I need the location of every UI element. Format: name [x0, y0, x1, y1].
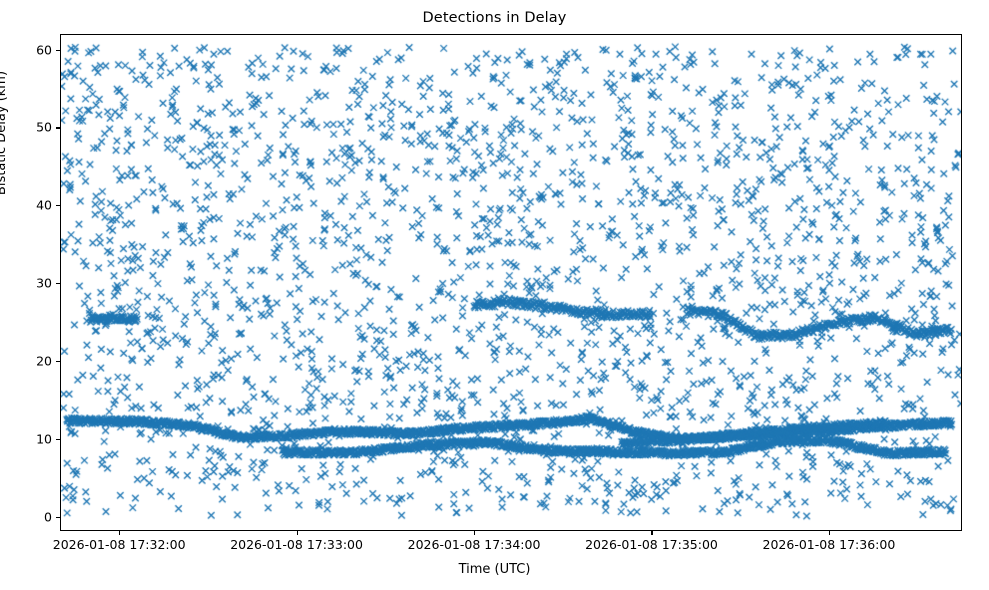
y-tick-mark [56, 439, 60, 441]
y-tick-label: 10 [36, 431, 52, 447]
x-tick-label: 2026-01-08 17:33:00 [230, 537, 363, 552]
y-tick-mark [56, 205, 60, 207]
x-tick-label: 2026-01-08 17:32:00 [52, 537, 186, 552]
x-tick-mark [474, 531, 476, 535]
y-tick-label: 20 [36, 353, 52, 369]
y-tick-label: 40 [36, 197, 52, 213]
y-tick-mark [56, 361, 60, 363]
x-tick-label: 2026-01-08 17:36:00 [762, 537, 896, 552]
y-tick-label: 30 [36, 275, 52, 291]
y-tick-label: 0 [44, 509, 52, 525]
y-tick-mark [56, 283, 60, 285]
x-tick-mark [119, 531, 121, 535]
x-tick-mark [651, 531, 653, 535]
y-tick-mark [56, 49, 60, 51]
page-title: Detections in Delay [422, 10, 567, 26]
scatter-points-layer [61, 35, 961, 530]
y-tick-label: 60 [36, 42, 52, 58]
y-tick-mark [56, 127, 60, 129]
x-tick-label: 2026-01-08 17:34:00 [407, 537, 541, 552]
y-axis-label: Bistatic Delay (km) [0, 70, 9, 196]
scatter-plot-axes[interactable] [60, 34, 962, 531]
x-tick-mark [828, 531, 830, 535]
x-axis-label: Time (UTC) [458, 562, 531, 577]
y-tick-mark [56, 516, 60, 519]
x-tick-mark [296, 531, 298, 535]
y-tick-label: 50 [36, 119, 52, 135]
x-tick-label: 2026-01-08 17:35:00 [585, 537, 718, 552]
